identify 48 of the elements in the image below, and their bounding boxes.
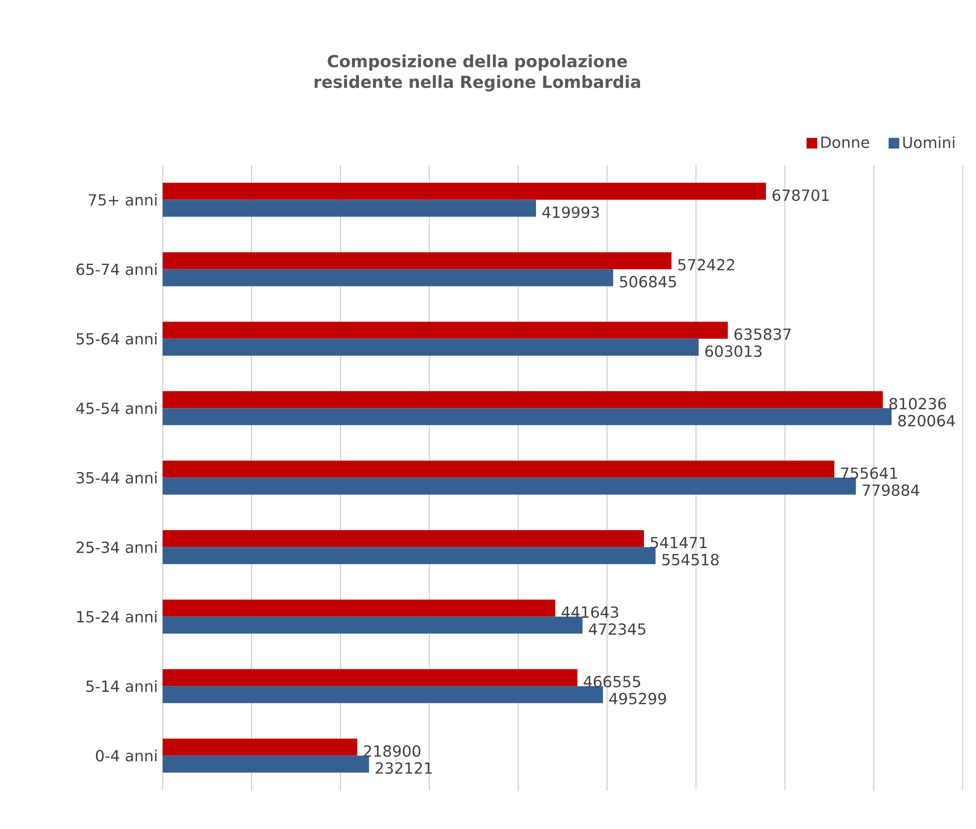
y-tick-label: 15-24 anni (77, 610, 157, 623)
bar (162, 322, 728, 339)
bar (162, 478, 856, 495)
data-label: 495299 (609, 692, 666, 704)
y-tick-label: 35-44 anni (76, 472, 157, 484)
data-label: 572422 (678, 258, 734, 271)
bar (162, 530, 644, 548)
y-tick-label: 0-4 anni (96, 750, 157, 762)
data-label: 755641 (841, 467, 898, 479)
y-tick-label: 75+ anni (88, 194, 157, 206)
data-label: 218900 (364, 745, 420, 757)
bar (162, 756, 369, 773)
data-label: 419993 (542, 206, 599, 218)
data-label: 678701 (772, 189, 829, 202)
data-label: 466555 (584, 676, 640, 688)
bar (162, 252, 672, 270)
bar (162, 738, 358, 756)
y-tick-label: 55-64 anni (76, 332, 157, 345)
bar (162, 600, 556, 617)
data-label: 554518 (662, 554, 719, 566)
chart-title: Composizione della popolazione residente nella Regione Lombardia (314, 54, 640, 92)
data-label: 635837 (734, 328, 791, 340)
legend-label: Donne (821, 136, 870, 148)
y-tick-label: 45-54 anni (76, 402, 157, 414)
bar (162, 408, 892, 426)
bar (162, 547, 656, 564)
y-tick-label: 5-14 anni (86, 680, 157, 692)
data-label: 232121 (376, 762, 432, 774)
legend-label: Uomini (903, 136, 954, 148)
data-label: 441643 (562, 606, 618, 618)
data-label: 820064 (898, 414, 955, 426)
bar (162, 269, 614, 286)
bar (162, 200, 536, 217)
bar (162, 460, 834, 478)
data-label: 779884 (862, 484, 920, 496)
y-tick-label: 65-74 anni (76, 263, 157, 276)
data-label: 541471 (650, 536, 707, 548)
data-label: 603013 (705, 345, 762, 357)
bar (162, 616, 583, 634)
data-label: 810236 (890, 398, 946, 410)
bar (162, 391, 883, 408)
data-label: 506845 (620, 276, 676, 288)
bar (162, 669, 578, 686)
data-label: 472345 (588, 623, 646, 635)
bar (162, 182, 766, 200)
y-tick-label: 25-34 anni (76, 541, 157, 554)
bar (162, 338, 699, 356)
bar (162, 686, 603, 704)
